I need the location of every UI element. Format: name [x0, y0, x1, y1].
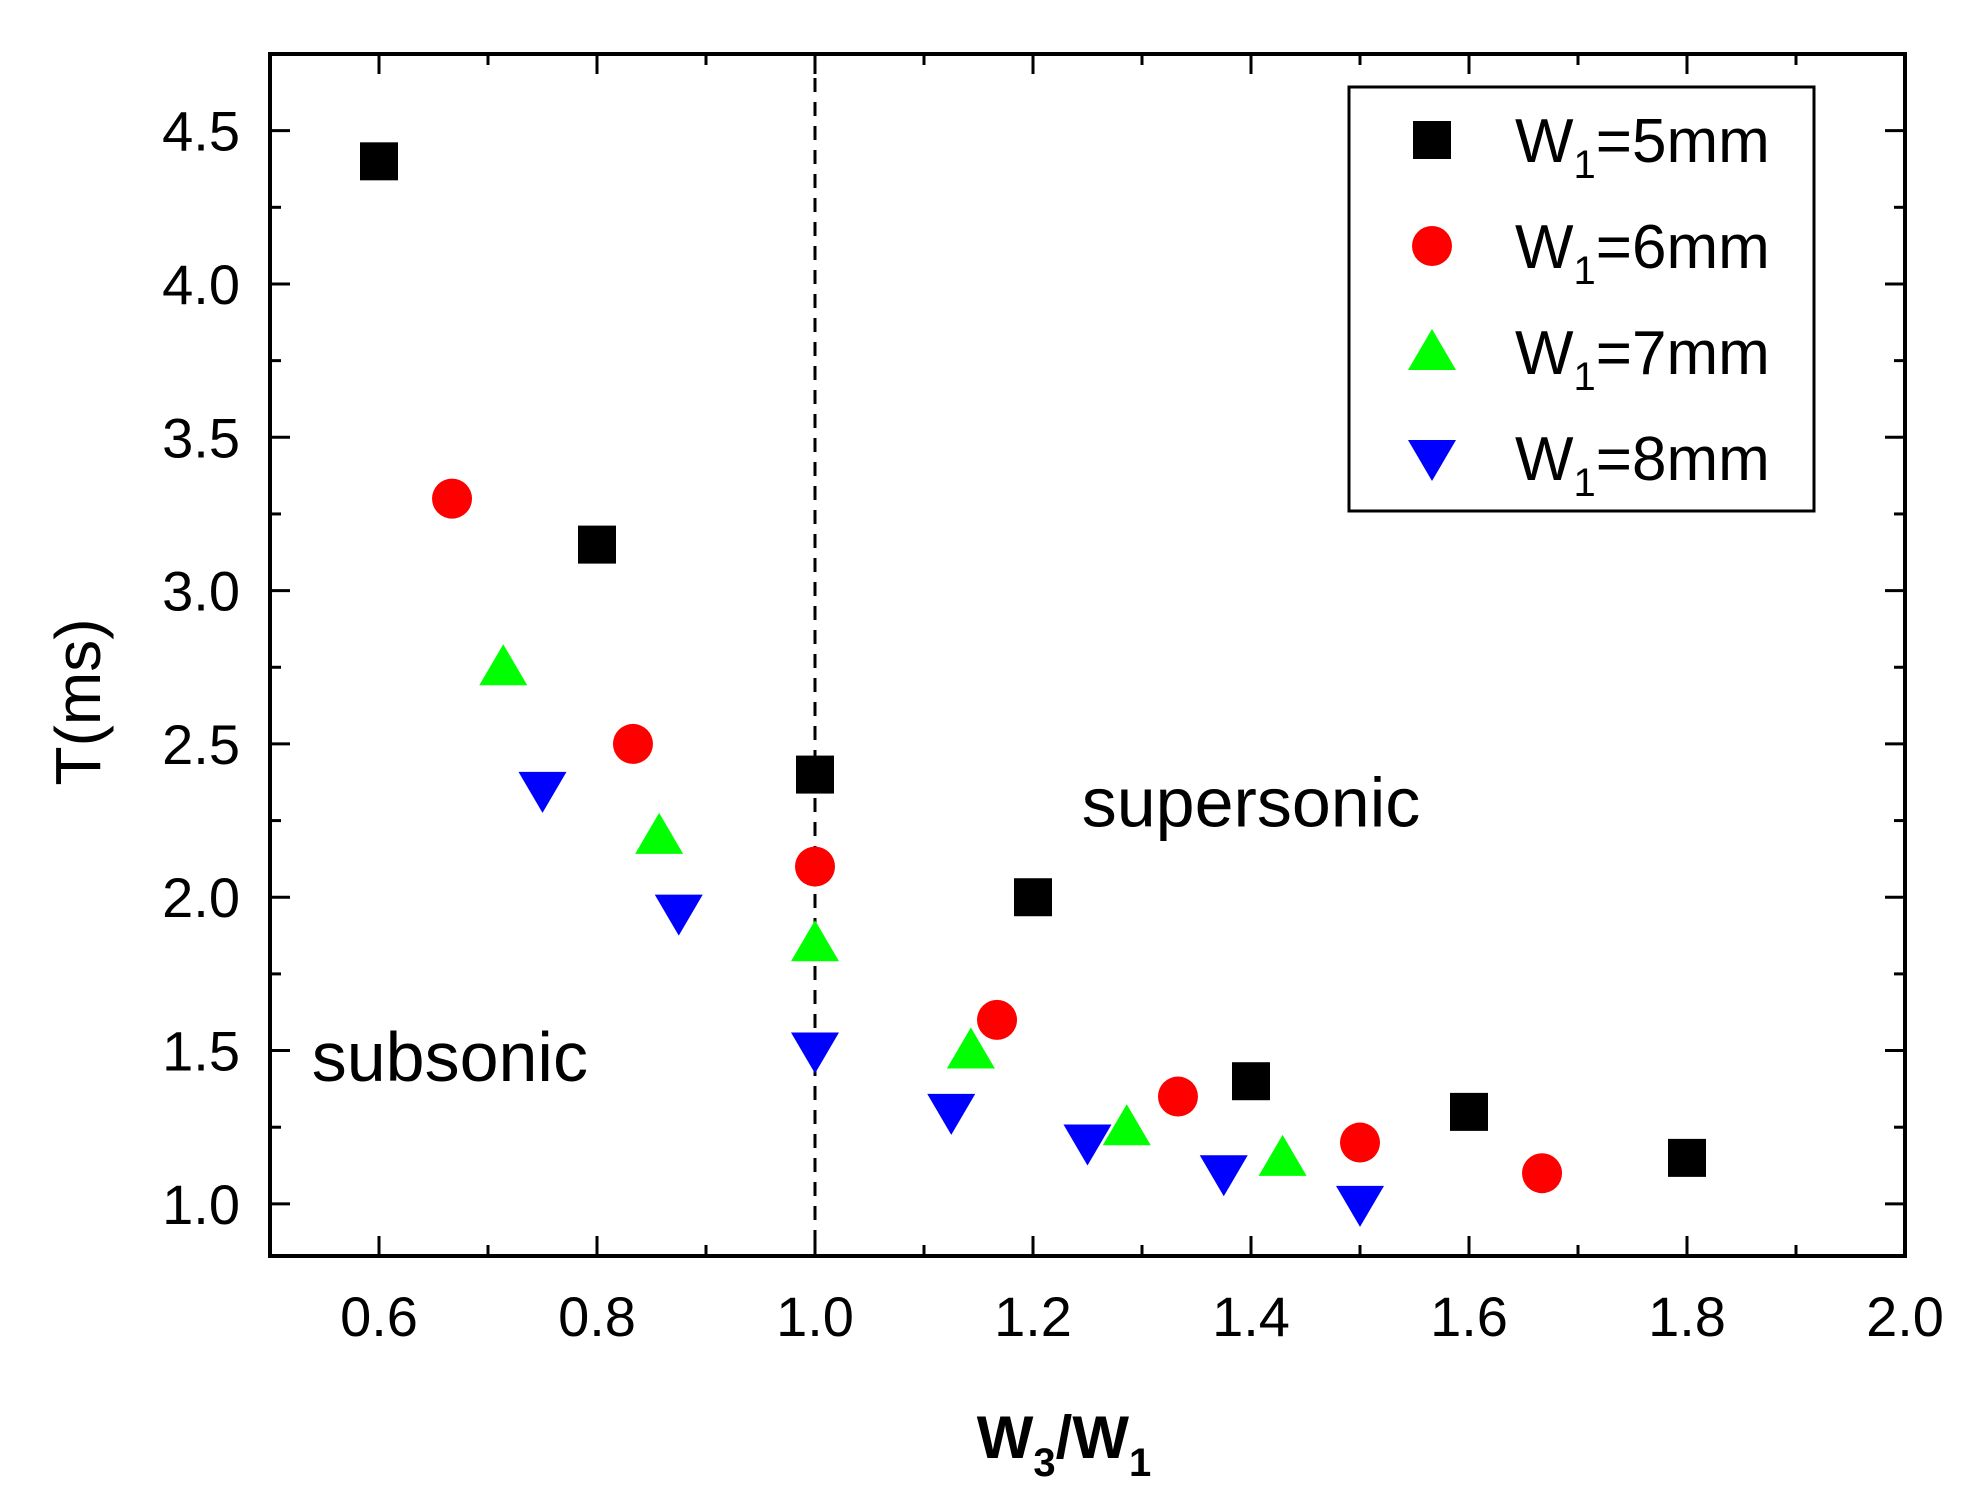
data-point-series-2 — [1157, 1076, 1198, 1117]
y-tick-label: 1.0 — [162, 1173, 240, 1236]
legend-marker-series-2 — [1412, 226, 1452, 266]
x-tick-label: 1.4 — [1212, 1285, 1290, 1348]
data-point-series-1 — [360, 142, 398, 181]
legend-label-rest: =5mm — [1596, 107, 1770, 176]
x-tick-label: 2.0 — [1866, 1285, 1944, 1348]
legend-label-sub: 1 — [1574, 143, 1596, 187]
data-point-series-2 — [977, 999, 1018, 1040]
data-point-series-3 — [635, 812, 684, 854]
data-point-series-2 — [612, 723, 653, 764]
legend-label-series-1: W1=5mm — [1515, 107, 1770, 187]
y-tick-label: 2.5 — [162, 713, 240, 776]
data-point-series-1 — [1014, 878, 1052, 917]
legend-marker-series-4 — [1408, 440, 1456, 481]
data-point-series-1 — [1668, 1138, 1706, 1177]
x-tick-label: 1.6 — [1430, 1285, 1508, 1348]
y-tick-label: 3.5 — [162, 406, 240, 469]
data-point-series-4 — [927, 1093, 976, 1135]
tick-layer: 0.6 0.8 1.0 1.2 1.4 1.6 1.8 2.0 1.0 1.5 2.0 2.5 3.0 3… — [162, 54, 1944, 1348]
data-point-series-4 — [1199, 1155, 1248, 1197]
y-axis-title: T(ms) — [42, 618, 114, 785]
data-point-series-4 — [654, 894, 703, 936]
legend-label-main: W — [1515, 107, 1574, 176]
legend-label-rest: =7mm — [1596, 319, 1770, 388]
data-point-series-3 — [946, 1027, 995, 1069]
data-point-series-3 — [1102, 1104, 1151, 1146]
legend-label-rest: =6mm — [1596, 213, 1770, 282]
x-tick-label: 0.6 — [340, 1285, 418, 1348]
y-tick-label: 1.5 — [162, 1020, 240, 1083]
data-point-series-4 — [1063, 1124, 1112, 1166]
data-point-series-3 — [1258, 1134, 1307, 1176]
plot-frame — [268, 52, 1907, 1258]
y-tick-label: 4.5 — [162, 100, 240, 163]
data-point-series-1 — [1450, 1092, 1488, 1131]
data-point-series-2 — [795, 846, 835, 887]
legend-label-series-2: W1=6mm — [1515, 213, 1770, 293]
data-point-series-3 — [791, 920, 839, 962]
annotation-subsonic: subsonic — [312, 1018, 588, 1096]
x-axis-title-sub2: 1 — [1129, 1441, 1151, 1485]
legend-label-series-3: W1=7mm — [1515, 319, 1770, 399]
data-point-series-2 — [1340, 1122, 1380, 1163]
legend-label-main: W — [1515, 319, 1574, 388]
legend-label-sub: 1 — [1574, 461, 1596, 505]
x-tick-label: 1.0 — [776, 1285, 854, 1348]
legend-label-sub: 1 — [1574, 355, 1596, 399]
data-point-series-1 — [796, 755, 834, 794]
legend-label-main: W — [1515, 213, 1574, 282]
y-tick-label: 3.0 — [162, 560, 240, 623]
legend-marker-series-1 — [1413, 121, 1451, 159]
data-point-series-1 — [1232, 1062, 1270, 1101]
legend-label-series-4: W1=8mm — [1515, 425, 1770, 505]
data-point-series-4 — [791, 1032, 839, 1074]
x-axis-title-main: W — [977, 1404, 1034, 1471]
data-point-series-3 — [479, 644, 528, 686]
data-marks — [360, 142, 1706, 1227]
y-tick-label: 2.0 — [162, 866, 240, 929]
x-tick-label: 1.8 — [1648, 1285, 1726, 1348]
x-tick-label: 1.2 — [994, 1285, 1072, 1348]
y-tick-label: 4.0 — [162, 253, 240, 316]
legend-label-rest: =8mm — [1596, 425, 1770, 494]
legend-label-main: W — [1515, 425, 1574, 494]
x-axis-title: W3/W1 — [977, 1404, 1151, 1485]
legend-label-sub: 1 — [1574, 249, 1596, 293]
data-point-series-2 — [1522, 1153, 1563, 1194]
x-axis-title-sep: /W — [1056, 1404, 1130, 1471]
data-point-series-2 — [432, 478, 473, 519]
x-tick-label: 0.8 — [558, 1285, 636, 1348]
data-point-series-4 — [1336, 1185, 1384, 1227]
data-point-series-1 — [578, 525, 616, 564]
x-axis-title-sub1: 3 — [1033, 1441, 1055, 1485]
annotation-supersonic: supersonic — [1082, 764, 1421, 842]
data-point-series-4 — [518, 771, 567, 813]
legend-marker-series-3 — [1408, 329, 1456, 370]
